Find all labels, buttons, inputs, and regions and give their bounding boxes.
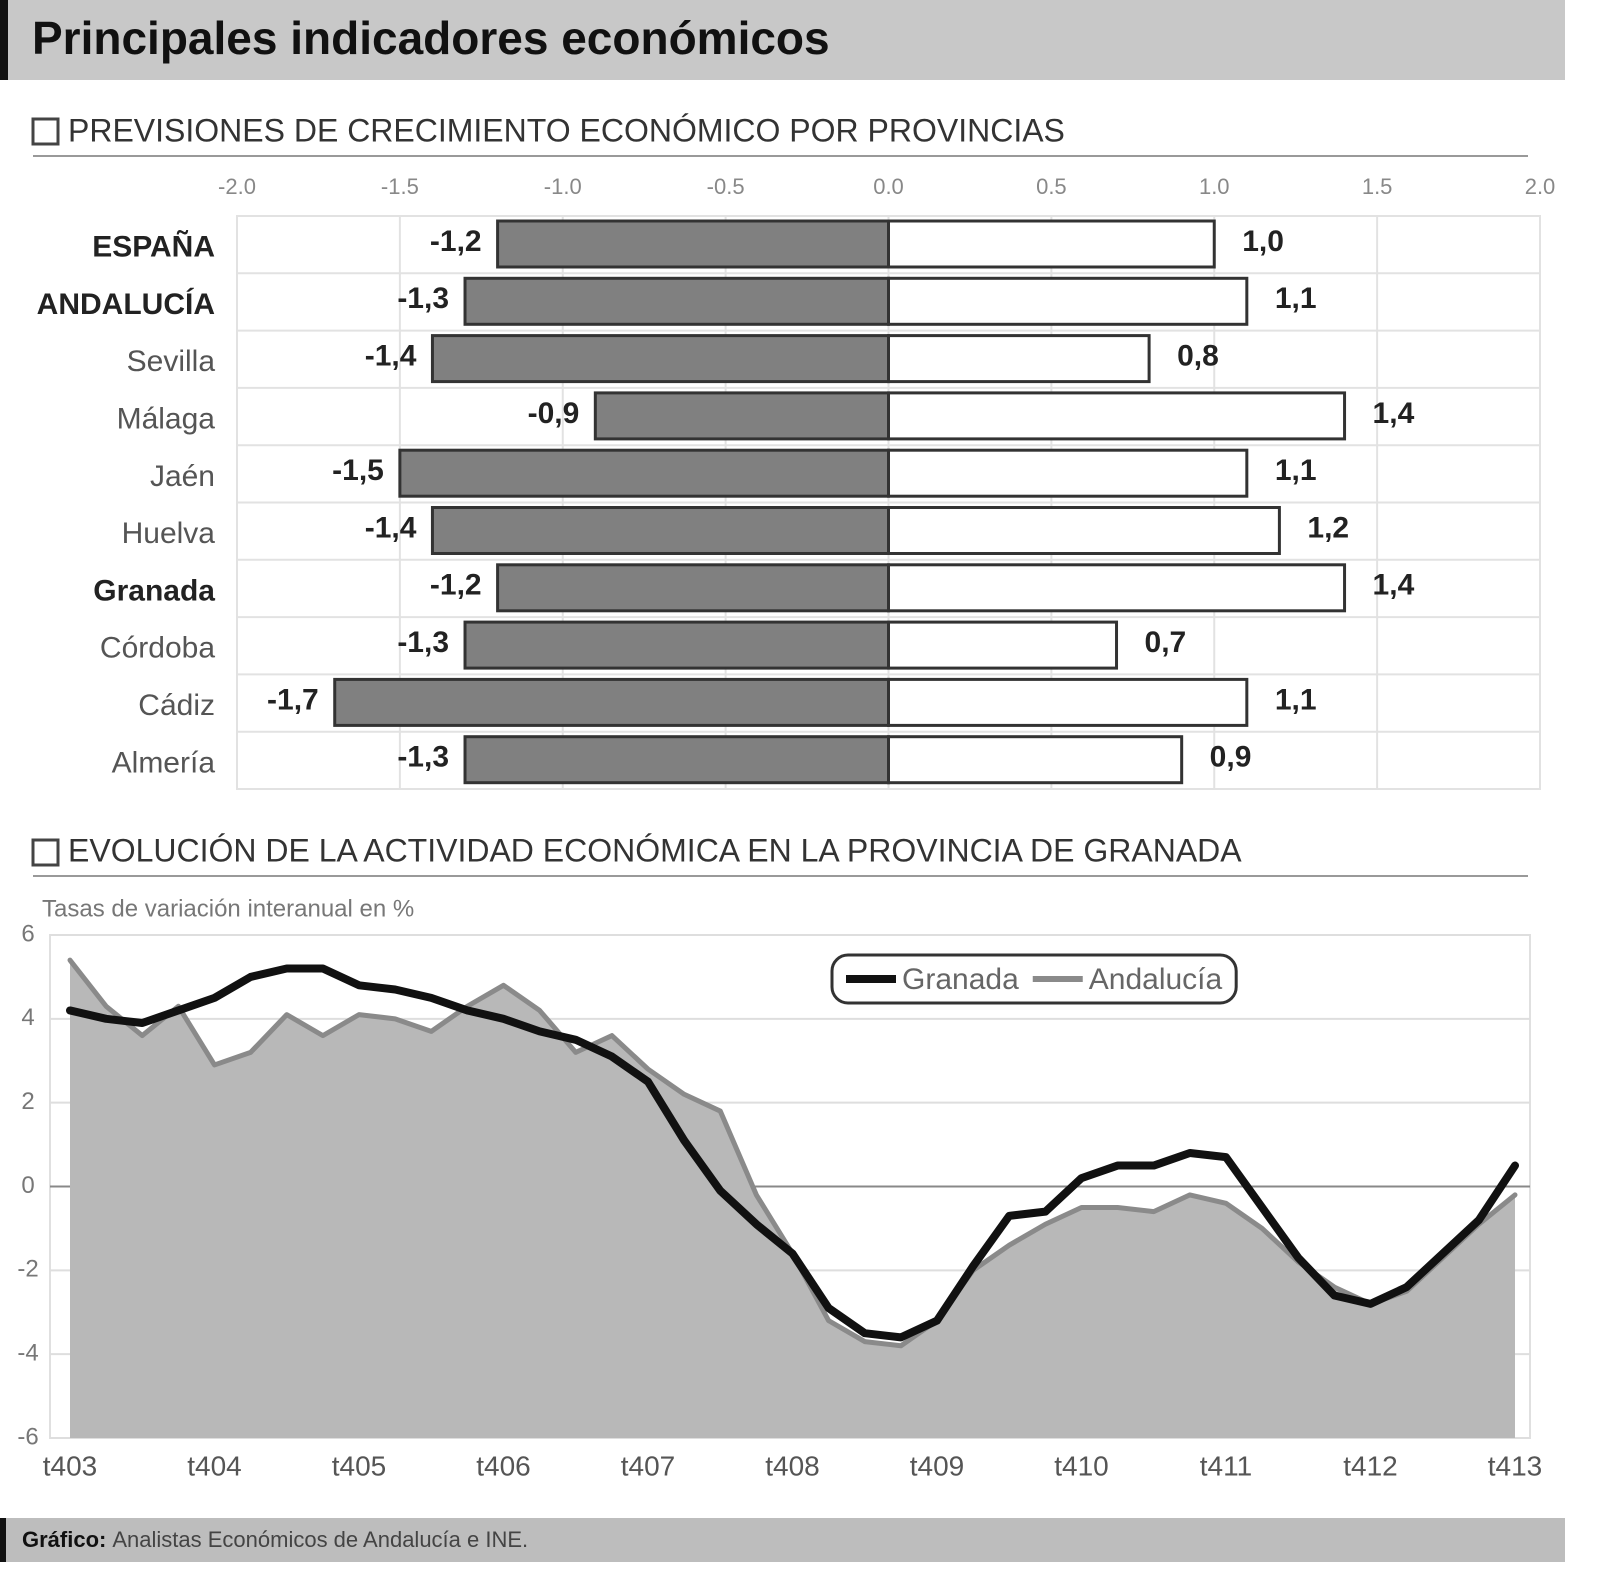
bar — [430, 334, 890, 384]
category-label: Sevilla — [127, 345, 216, 378]
value-label: -1,3 — [397, 282, 449, 315]
y-tick-label: -4 — [17, 1340, 38, 1367]
footer-band — [0, 1518, 1565, 1562]
x-tick-label: t407 — [621, 1450, 676, 1481]
section-square — [31, 838, 60, 867]
value-label: -1,3 — [397, 741, 449, 774]
x-tick-label: 1.0 — [1199, 174, 1230, 199]
value-label: 0,7 — [1145, 626, 1187, 659]
bar — [463, 620, 890, 670]
bar — [887, 391, 1347, 441]
value-label: -1,4 — [365, 340, 417, 373]
x-tick-label: t413 — [1488, 1450, 1543, 1481]
line — [66, 964, 1519, 1342]
bar — [887, 219, 1216, 269]
y-tick-label: -6 — [17, 1423, 38, 1450]
bar — [887, 735, 1184, 785]
value-label: -1,2 — [430, 225, 482, 258]
source-label: Gráfico: — [22, 1527, 106, 1552]
bar — [887, 276, 1249, 326]
x-tick-label: 2.0 — [1525, 174, 1556, 199]
bar — [496, 563, 890, 613]
value-label: 1,1 — [1275, 454, 1317, 487]
chart-title: PREVISIONES DE CRECIMIENTO ECONÓMICO POR… — [68, 112, 1065, 148]
section-square — [31, 117, 60, 146]
bar — [333, 677, 891, 727]
x-tick-label: -2.0 — [218, 174, 256, 199]
value-label: -1,7 — [267, 683, 319, 716]
value-label: 0,9 — [1210, 741, 1252, 774]
bar — [887, 563, 1347, 613]
x-tick-label: t404 — [187, 1450, 242, 1481]
category-label: Jaén — [150, 460, 215, 493]
category-label: Cádiz — [138, 689, 215, 722]
value-label: 1,4 — [1373, 397, 1415, 430]
x-tick-label: 0.0 — [873, 174, 904, 199]
value-label: 0,8 — [1177, 340, 1219, 373]
x-tick-label: t405 — [332, 1450, 387, 1481]
y-tick-label: -2 — [17, 1256, 38, 1283]
page-title: Principales indicadores económicos — [32, 12, 830, 64]
legend-label: Granada — [902, 963, 1019, 996]
y-tick-label: 0 — [21, 1172, 34, 1199]
chart-title: EVOLUCIÓN DE LA ACTIVIDAD ECONÓMICA EN L… — [68, 832, 1242, 868]
bar — [887, 448, 1249, 498]
footer-bar — [0, 1518, 6, 1562]
value-label: 1,4 — [1373, 569, 1415, 602]
x-tick-label: -1.5 — [381, 174, 419, 199]
bar — [887, 677, 1249, 727]
bar — [463, 735, 890, 785]
source-text: Analistas Económicos de Andalucía e INE. — [112, 1527, 528, 1552]
value-label: -1,3 — [397, 626, 449, 659]
x-tick-label: 1.5 — [1362, 174, 1393, 199]
x-tick-label: t406 — [476, 1450, 531, 1481]
y-tick-label: 2 — [21, 1088, 34, 1115]
category-label: Almería — [112, 746, 216, 779]
category-label: ANDALUCÍA — [37, 287, 215, 321]
category-label: Granada — [93, 574, 215, 607]
chart-subtitle: Tasas de variación interanual en % — [42, 895, 414, 922]
value-label: 1,1 — [1275, 683, 1317, 716]
x-tick-label: t412 — [1343, 1450, 1398, 1481]
category-label: ESPAÑA — [92, 230, 215, 264]
bar — [496, 219, 890, 269]
bar — [430, 506, 890, 555]
y-tick-label: 4 — [21, 1004, 34, 1031]
y-tick-label: 6 — [21, 920, 34, 947]
x-tick-label: 0.5 — [1036, 174, 1067, 199]
x-tick-label: t403 — [43, 1450, 98, 1481]
value-label: -1,2 — [430, 569, 482, 602]
category-label: Huelva — [122, 517, 216, 550]
x-tick-label: t410 — [1054, 1450, 1109, 1481]
value-label: 1,1 — [1275, 282, 1317, 315]
header-bar — [0, 0, 8, 80]
value-label: -1,5 — [332, 454, 384, 487]
bar — [887, 334, 1151, 384]
category-label: Córdoba — [100, 632, 215, 665]
bar — [398, 448, 890, 498]
bar — [593, 391, 890, 441]
bar — [463, 276, 890, 326]
area — [70, 960, 1515, 1438]
x-tick-label: -1.0 — [544, 174, 582, 199]
header-band — [0, 0, 1565, 80]
value-label: 1,0 — [1242, 225, 1284, 258]
x-tick-label: t411 — [1200, 1450, 1252, 1481]
value-label: -0,9 — [528, 397, 580, 430]
value-label: 1,2 — [1307, 511, 1349, 544]
legend-label: Andalucía — [1089, 963, 1223, 996]
category-label: Málaga — [117, 402, 216, 435]
x-tick-label: t408 — [765, 1450, 820, 1481]
x-tick-label: t409 — [910, 1450, 965, 1481]
value-label: -1,4 — [365, 511, 417, 544]
bar — [887, 620, 1119, 670]
x-tick-label: -0.5 — [707, 174, 745, 199]
bar — [887, 506, 1281, 555]
